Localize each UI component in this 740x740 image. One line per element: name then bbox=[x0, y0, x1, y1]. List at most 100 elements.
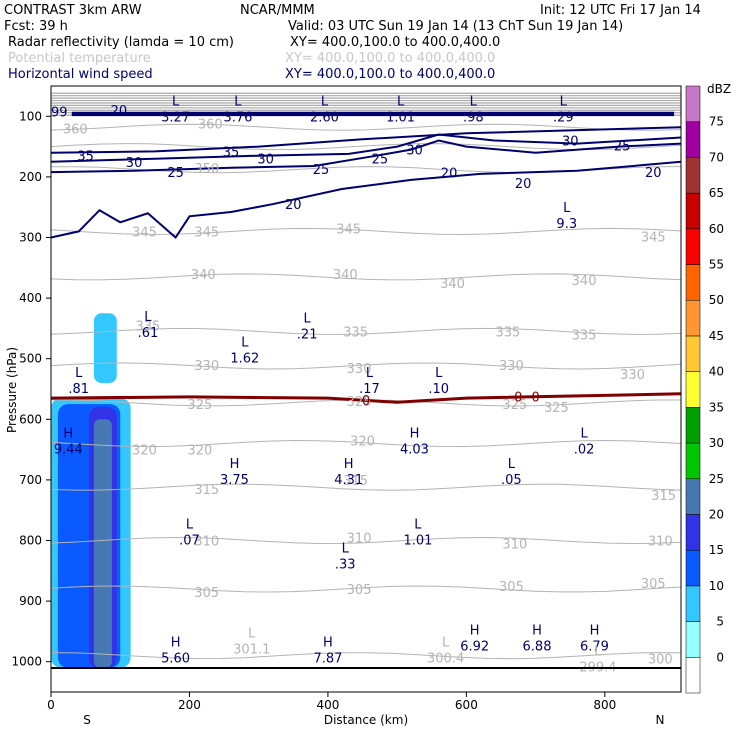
extremum-kind: L bbox=[435, 366, 443, 381]
theta-contour-345 bbox=[50, 227, 682, 236]
extremum-kind: L bbox=[470, 94, 478, 109]
field-xy-wind: XY= 400.0,100.0 to 400.0,400.0 bbox=[285, 67, 495, 82]
extremum-kind: H bbox=[63, 427, 73, 442]
theta-label: 335 bbox=[136, 319, 161, 334]
extremum-kind: L bbox=[563, 201, 571, 216]
theta-label: 315 bbox=[651, 489, 676, 504]
field-name-wind: Horizontal wind speed bbox=[8, 67, 153, 82]
theta-contour-320 bbox=[50, 439, 682, 448]
theta-label: 315 bbox=[343, 474, 368, 489]
extremum-value: 2.60 bbox=[310, 110, 339, 125]
colorbar-swatch bbox=[685, 371, 701, 408]
theta-label: 345 bbox=[132, 225, 157, 240]
extremum-kind: L bbox=[560, 94, 568, 109]
extremum-kind: L bbox=[234, 94, 242, 109]
colorbar-swatch bbox=[685, 478, 701, 515]
org-title: NCAR/MMM bbox=[240, 3, 315, 18]
colorbar-swatch bbox=[685, 657, 701, 694]
theta-contour-310 bbox=[50, 536, 682, 545]
extremum-kind: L bbox=[304, 311, 312, 326]
theta-label: 350 bbox=[194, 162, 219, 177]
extremum-kind: H bbox=[171, 636, 181, 651]
extremum-kind: L bbox=[342, 542, 350, 557]
field-xy-reflectivity: XY= 400.0,100.0 to 400.0,400.0 bbox=[290, 35, 500, 50]
extremum-value: .10 bbox=[428, 382, 449, 397]
colorbar-swatch bbox=[685, 192, 701, 230]
wind-label: 25 bbox=[167, 166, 184, 181]
theta-label: 320 bbox=[132, 444, 157, 459]
extremum-kind: L bbox=[397, 94, 405, 109]
extremum-value: .33 bbox=[335, 558, 356, 573]
colorbar: 0 5 10 15 20 25 30 35 40 45 50 55 60 65 70 75 bbox=[685, 85, 724, 694]
wind-label: 20 bbox=[515, 177, 532, 192]
colorbar-tick-label: 15 bbox=[709, 543, 724, 557]
wind-contour-20 bbox=[50, 160, 682, 240]
extremum-value: .21 bbox=[297, 327, 318, 342]
extremum-kind: L bbox=[580, 427, 588, 442]
extremum-value: .02 bbox=[574, 443, 595, 458]
wind-label: 35 bbox=[223, 145, 240, 160]
x-tick-label: 400 bbox=[316, 698, 339, 712]
model-title: CONTRAST 3km ARW bbox=[4, 3, 142, 18]
extremum-value: 4.31 bbox=[334, 473, 363, 488]
y-tick-label: 200 bbox=[19, 170, 42, 184]
wind-label: 30 bbox=[126, 156, 143, 171]
extremum-value: 6.79 bbox=[580, 639, 609, 654]
extremum-value: .05 bbox=[501, 473, 522, 488]
theta-label: 315 bbox=[194, 483, 219, 498]
extremum-value: .07 bbox=[179, 533, 200, 548]
colorbar-swatch bbox=[685, 264, 701, 301]
x-end-label-south: S bbox=[83, 713, 91, 727]
extremum-value: 3.27 bbox=[161, 110, 190, 125]
plot-frame bbox=[50, 85, 682, 693]
theta-label: 340 bbox=[572, 274, 597, 289]
extremum-kind: H bbox=[344, 457, 354, 472]
wind-label: 25 bbox=[614, 139, 631, 154]
extremum-kind: H bbox=[323, 636, 333, 651]
header: CONTRAST 3km ARW NCAR/MMM Init: 12 UTC F… bbox=[4, 3, 701, 82]
wind-label: 20 bbox=[441, 167, 458, 182]
extremum-value: 301.1 bbox=[233, 643, 270, 658]
extremum-kind: L bbox=[75, 366, 83, 381]
theta-label: 345 bbox=[194, 225, 219, 240]
wind-label: 20 bbox=[285, 198, 302, 213]
theta-label: 330 bbox=[194, 359, 219, 374]
theta-label: 340 bbox=[333, 268, 358, 283]
wind-contour-35 bbox=[50, 126, 682, 154]
theta-label: 325 bbox=[544, 401, 569, 416]
extremum-kind: L bbox=[366, 366, 374, 381]
colorbar-swatch bbox=[685, 85, 701, 122]
theta-label: 330 bbox=[620, 368, 645, 383]
wind-contour-30 bbox=[50, 133, 682, 163]
extremum-kind: L bbox=[241, 336, 249, 351]
theta-label: 325 bbox=[502, 398, 527, 413]
extremum-kind: L bbox=[186, 517, 194, 532]
theta-label: 300 bbox=[648, 653, 673, 668]
extremum-value: 4.03 bbox=[400, 443, 429, 458]
theta-label: 305 bbox=[641, 577, 666, 592]
reflectivity-region-5dbz bbox=[93, 313, 117, 383]
colorbar-unit: dBZ bbox=[707, 82, 731, 96]
freezing-level-contour bbox=[50, 392, 682, 404]
colorbar-tick-label: 20 bbox=[709, 507, 724, 521]
wind-label: 30 bbox=[562, 135, 579, 150]
field-xy-theta: XY= 400.0,100.0 to 400.0,400.0 bbox=[285, 51, 495, 66]
colorbar-tick-label: 45 bbox=[709, 329, 724, 343]
extremum-value: 6.92 bbox=[460, 639, 489, 654]
extremum-value: 7.87 bbox=[313, 652, 342, 667]
wind-label: 0 bbox=[514, 390, 522, 405]
field-name-reflectivity: Radar reflectivity (lamda = 10 cm) bbox=[8, 35, 234, 50]
colorbar-tick-label: 50 bbox=[709, 293, 724, 307]
colorbar-tick-label: 0 bbox=[716, 650, 724, 664]
x-axis-label: Distance (km) bbox=[324, 713, 408, 727]
colorbar-tick-label: 10 bbox=[709, 579, 724, 593]
x-tick-label: 200 bbox=[178, 698, 201, 712]
extremum-value: .98 bbox=[463, 110, 484, 125]
x-tick-label: 800 bbox=[593, 698, 616, 712]
y-tick-label: 100 bbox=[19, 109, 42, 123]
theta-contour-300 bbox=[50, 652, 682, 660]
theta-contour-340 bbox=[50, 273, 682, 281]
y-tick-label: 600 bbox=[19, 412, 42, 426]
extremum-kind: L bbox=[442, 636, 450, 651]
